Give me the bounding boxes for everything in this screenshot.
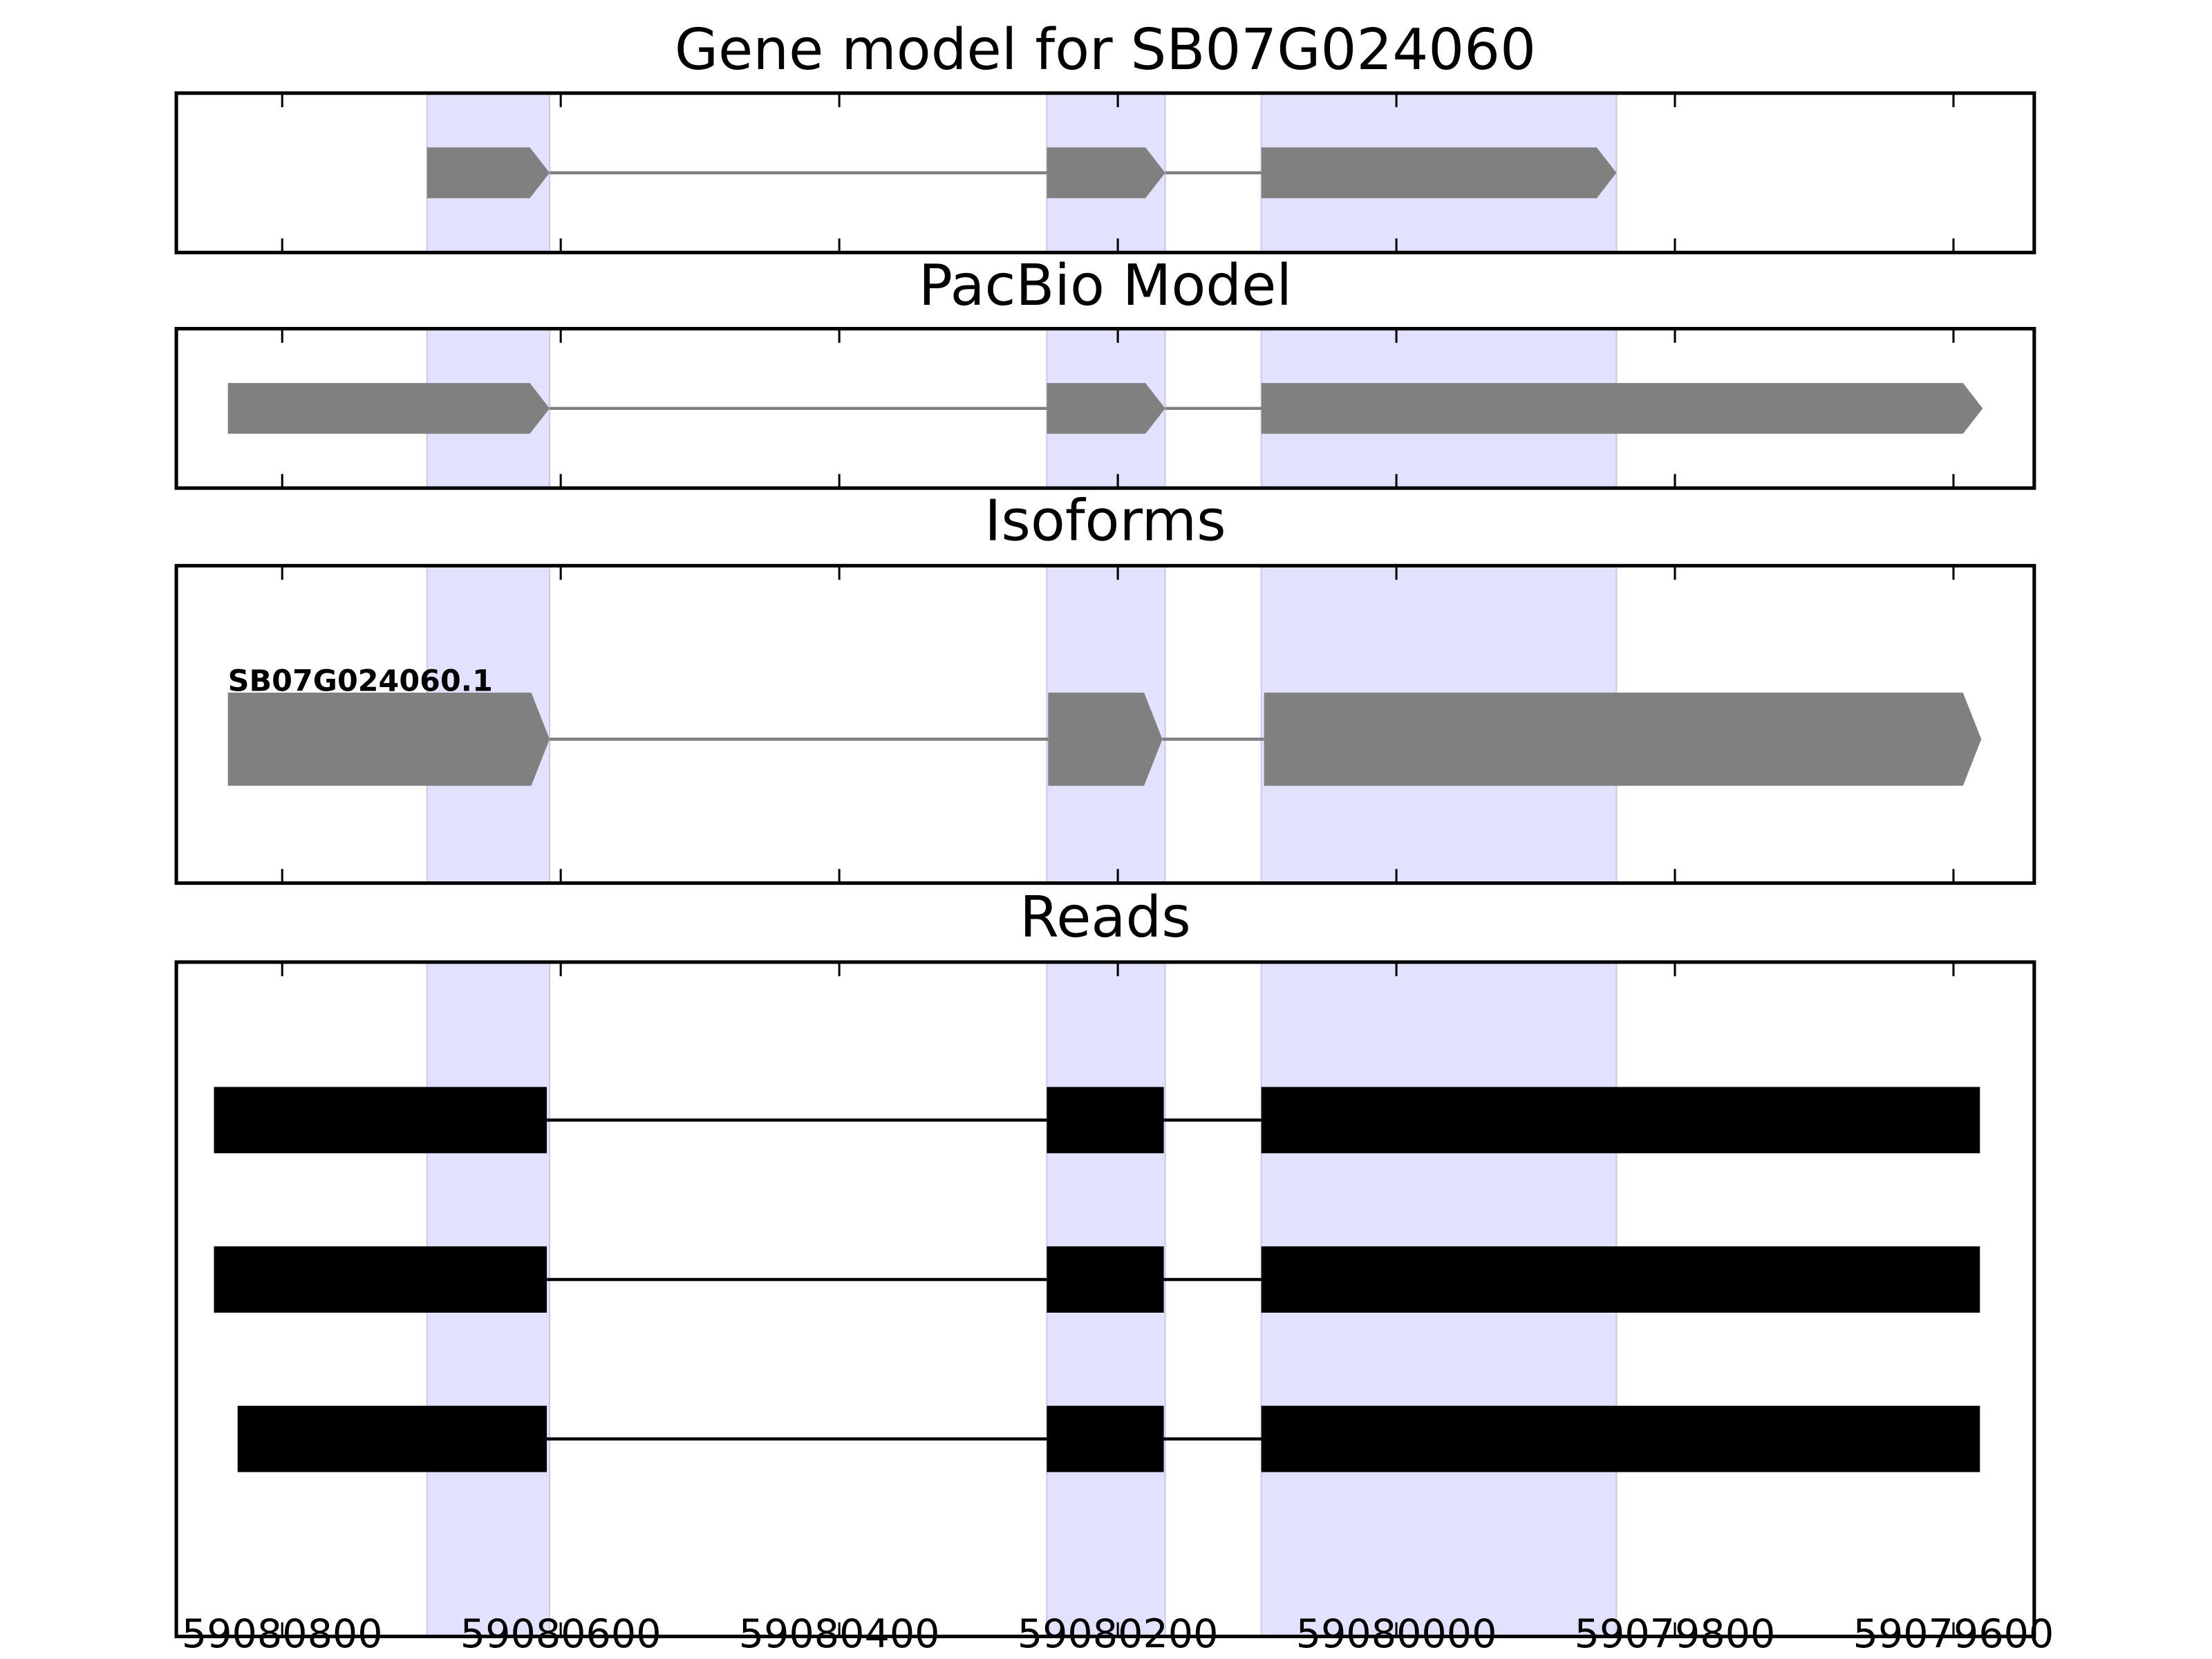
exon — [1261, 383, 1983, 434]
panel-frame — [174, 326, 2036, 490]
x-tick-label: 59080800 — [182, 1611, 383, 1657]
exon — [1261, 1405, 1980, 1472]
x-tick-label: 59080400 — [739, 1611, 940, 1657]
x-tick-label: 59080600 — [460, 1611, 662, 1657]
exon — [227, 693, 550, 786]
exon — [1264, 693, 1982, 786]
exon — [214, 1087, 547, 1154]
exon — [1261, 1246, 1980, 1313]
panel-title: Gene model for SB07G024060 — [675, 17, 1536, 83]
exon — [1261, 147, 1617, 198]
x-tick-label: 59079800 — [1575, 1611, 1776, 1657]
panel-frame — [174, 563, 2036, 885]
isoform-label: SB07G024060.1 — [228, 664, 493, 698]
exon — [237, 1405, 547, 1472]
panel-frame — [174, 960, 2036, 1638]
x-tick-label: 59079600 — [1853, 1611, 2054, 1657]
x-tick-label: 59080000 — [1296, 1611, 1497, 1657]
panel-title: Reads — [1020, 885, 1191, 950]
panel-title: PacBio Model — [919, 253, 1292, 319]
exon — [427, 147, 550, 198]
exon — [214, 1246, 547, 1313]
exon — [1047, 1246, 1164, 1313]
exon — [1047, 1087, 1164, 1154]
exon — [1047, 383, 1165, 434]
panel-title: Isoforms — [984, 489, 1226, 554]
exon — [1048, 693, 1163, 786]
x-tick-label: 59080200 — [1018, 1611, 1219, 1657]
exon — [1047, 147, 1165, 198]
exon — [227, 383, 550, 434]
panel-frame — [174, 91, 2036, 254]
exon — [1047, 1405, 1164, 1472]
exon — [1261, 1087, 1980, 1154]
